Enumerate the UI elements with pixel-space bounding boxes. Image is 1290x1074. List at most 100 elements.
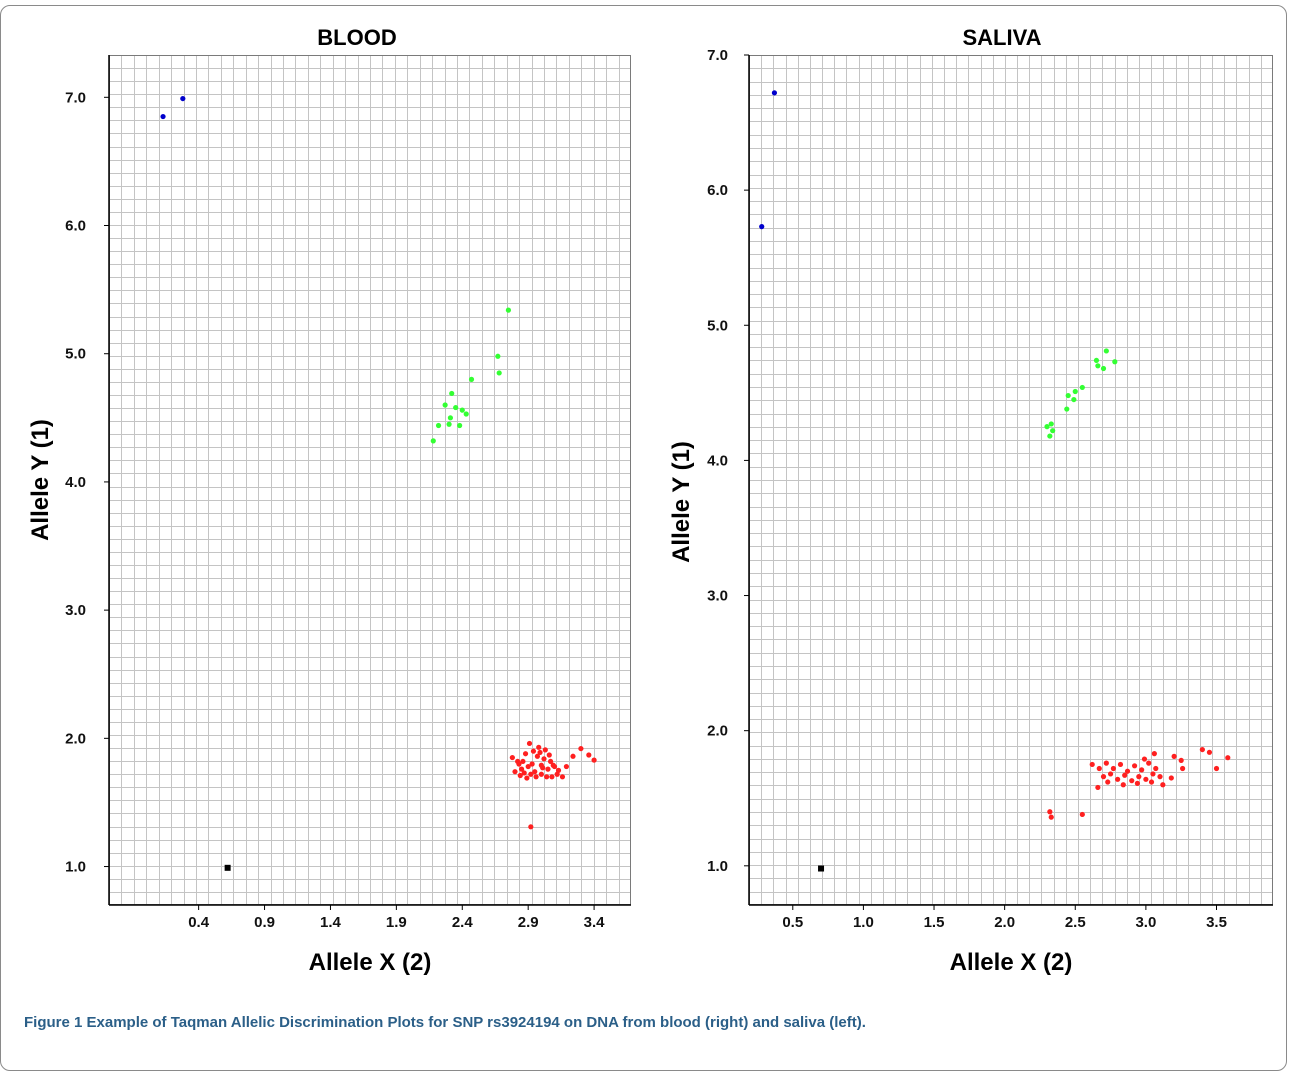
data-point	[559, 774, 566, 780]
data-point	[1095, 784, 1101, 791]
blood-x-tick-label: 1.4	[320, 914, 342, 931]
data-point	[586, 752, 592, 758]
data-point	[528, 824, 534, 830]
data-point	[528, 771, 534, 777]
data-point	[525, 763, 531, 770]
data-point	[495, 353, 501, 359]
data-point	[549, 774, 555, 780]
blood-series-3	[224, 864, 231, 871]
data-point	[516, 761, 522, 767]
data-point	[1134, 780, 1141, 786]
data-point	[1171, 753, 1177, 759]
data-point	[1146, 760, 1152, 766]
saliva-x-tick-label: 3.0	[1135, 914, 1156, 931]
blood-series-0	[160, 95, 186, 120]
saliva-series-2	[1047, 746, 1231, 820]
saliva-chart-title: SALIVA	[962, 25, 1041, 50]
blood-x-tick-label: 2.9	[518, 914, 539, 931]
figure-label: Figure 1	[24, 1014, 83, 1031]
saliva-series-1	[1044, 348, 1118, 439]
data-point	[547, 758, 554, 765]
data-point	[546, 752, 552, 758]
data-point	[224, 864, 231, 871]
blood-y-tick-label: 6.0	[65, 218, 86, 235]
data-point	[1199, 746, 1205, 753]
data-point	[180, 95, 186, 102]
data-point	[1150, 771, 1156, 777]
saliva-y-axis-label: Allele Y (1)	[668, 441, 695, 563]
data-point	[1048, 814, 1054, 820]
data-point	[1048, 421, 1054, 427]
blood-plot: 0.4 0.9 1.4 1.9 2.4 2.9 3.4 1.0 2.0 3.0 4.0 5.0 6.0 7…	[27, 25, 631, 976]
data-point	[1044, 424, 1050, 430]
data-point	[524, 775, 530, 781]
figure-frame	[0, 5, 1287, 1071]
data-point	[512, 769, 518, 775]
blood-x-axis-label: Allele X (2)	[309, 949, 432, 976]
data-point	[1093, 357, 1100, 364]
data-point	[160, 113, 166, 120]
data-point	[1178, 757, 1184, 764]
data-point	[538, 771, 544, 777]
data-point	[1117, 761, 1124, 768]
data-point	[554, 771, 560, 777]
data-point	[1160, 782, 1166, 788]
data-point	[1110, 765, 1116, 772]
data-point	[463, 411, 469, 417]
saliva-x-tick-label: 1.5	[924, 914, 945, 931]
data-point	[1129, 778, 1135, 784]
data-point	[521, 770, 527, 776]
data-point	[1136, 774, 1142, 780]
blood-x-tick-label: 1.9	[386, 914, 407, 931]
data-point	[1047, 433, 1053, 439]
data-point	[430, 438, 436, 444]
data-point	[468, 376, 475, 382]
blood-x-tick-label: 2.4	[452, 914, 474, 931]
data-point	[1139, 767, 1145, 773]
data-point	[1103, 760, 1109, 766]
data-point	[818, 865, 825, 872]
blood-y-tick-label: 4.0	[65, 474, 86, 491]
saliva-grid	[749, 55, 1273, 905]
data-point	[1072, 388, 1078, 395]
data-point	[526, 740, 533, 747]
data-point	[1124, 768, 1131, 774]
data-point	[453, 404, 459, 411]
data-point	[1157, 774, 1163, 780]
data-point	[1065, 392, 1071, 399]
data-point	[771, 90, 778, 96]
saliva-y-tick-label: 1.0	[707, 858, 728, 875]
data-point	[1064, 406, 1070, 412]
data-point	[1100, 365, 1107, 372]
data-point	[509, 754, 515, 761]
blood-y-tick-label: 3.0	[65, 602, 86, 619]
data-point	[1079, 811, 1085, 818]
data-point	[1153, 765, 1159, 772]
saliva-y-tick-label: 2.0	[707, 723, 728, 740]
data-point	[591, 757, 597, 763]
saliva-y-tick-label: 6.0	[707, 182, 728, 199]
blood-x-tick-label: 3.4	[584, 914, 606, 931]
saliva-x-tick-label: 0.5	[782, 914, 803, 931]
data-point	[520, 758, 526, 765]
data-point	[1168, 775, 1174, 781]
data-point	[1105, 779, 1111, 785]
data-point	[1143, 776, 1149, 782]
blood-y-tick-label: 2.0	[65, 730, 86, 747]
data-point	[505, 307, 512, 313]
data-point	[522, 751, 529, 757]
saliva-y-tick-label: 4.0	[707, 452, 728, 469]
data-point	[459, 407, 465, 413]
data-point	[532, 769, 538, 775]
saliva-series-3	[818, 865, 825, 872]
saliva-y-tick-label: 5.0	[707, 317, 728, 334]
data-point	[544, 774, 550, 780]
data-point	[1115, 776, 1121, 782]
data-point	[1131, 763, 1138, 769]
data-point	[545, 766, 551, 772]
blood-y-tick-label: 7.0	[65, 89, 86, 106]
data-point	[1107, 771, 1114, 777]
saliva-series-0	[759, 90, 778, 230]
data-point	[1213, 765, 1220, 772]
